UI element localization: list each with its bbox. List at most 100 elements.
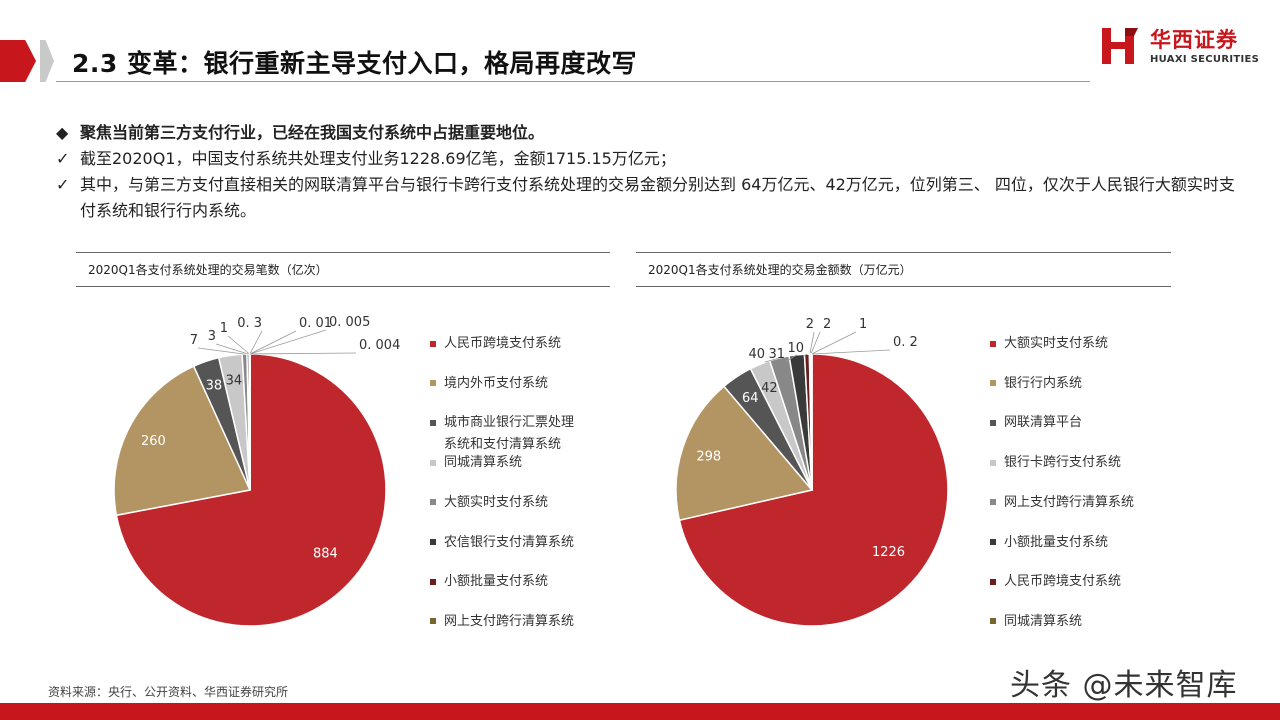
data-label: 34 — [226, 374, 243, 389]
bullet-text: 截至2020Q1，中国支付系统共处理支付业务1228.69亿笔，金额1715.1… — [80, 149, 676, 168]
chart-title-right: 2020Q1各支付系统处理的交易金额数（万亿元） — [648, 263, 912, 277]
legend-swatch — [430, 618, 436, 625]
leader-line — [249, 330, 263, 355]
legend-item: 境内外币支付系统 — [430, 373, 548, 395]
data-label: 42 — [761, 381, 778, 396]
legend-label: 同城清算系统 — [444, 455, 523, 471]
diamond-bullet-icon: ◆ — [56, 123, 69, 142]
data-label: 0. 01 — [299, 316, 332, 331]
legend-swatch — [990, 539, 996, 545]
legend-label: 银行行内系统 — [1004, 375, 1083, 391]
bullet-text: 聚焦当前第三方支付行业，已经在我国支付系统中占据重要地位。 — [80, 123, 545, 142]
legend-swatch — [990, 419, 996, 426]
legend-item: 城市商业银行汇票处理 系统和支付清算系统 — [430, 412, 574, 456]
legend-label: 农信银行支付清算系统 — [444, 534, 575, 550]
legend-item: 同城清算系统 — [430, 452, 522, 474]
legend-item: 网联清算平台 — [990, 412, 1082, 434]
legend-item: 人民币跨境支付系统 — [990, 571, 1121, 593]
chart-rule-bottom-right — [636, 286, 1171, 287]
checkmark-icon: ✓ — [56, 175, 70, 194]
data-label: 64 — [742, 391, 759, 406]
legend-right: 大额实时支付系统 银行行内系统 网联清算平台 银行卡跨行支付系统 网上支付跨行清算系统小… — [990, 333, 1170, 633]
legend-swatch — [990, 499, 996, 506]
data-label: 2 — [806, 317, 814, 332]
leader-line — [197, 347, 245, 355]
leader-line — [215, 343, 249, 355]
legend-item: 同城清算系统 — [990, 611, 1082, 633]
legend-label: 小额批量支付系统 — [444, 574, 549, 590]
legend-swatch — [430, 419, 436, 426]
bullet-text: 其中，与第三方支付直接相关的网联清算平台与银行卡跨行支付系统处理的交易金额分别达… — [80, 175, 1235, 220]
legend-swatch — [430, 340, 436, 347]
leader-line — [249, 352, 357, 355]
source-note: 资料来源：央行、公开资料、华西证券研究所 — [48, 685, 289, 699]
legend-swatch — [430, 499, 436, 506]
legend-label: 人民币跨境支付系统 — [1004, 574, 1122, 590]
legend-item: 大额实时支付系统 — [990, 333, 1108, 355]
title-accent-red — [0, 40, 36, 82]
brand-logo: 华西证券 HUAXI SECURITIES — [1100, 22, 1260, 72]
data-label: 0. 3 — [237, 316, 262, 331]
pie-slice — [113, 365, 252, 517]
legend-swatch — [990, 578, 996, 585]
data-label: 7 — [190, 333, 198, 348]
footer-bar — [0, 703, 1280, 720]
chart-rule-top-right — [636, 252, 1171, 253]
data-label: 0. 2 — [893, 335, 918, 350]
bullet-list: ◆ 聚焦当前第三方支付行业，已经在我国支付系统中占据重要地位。 ✓ 截至2020… — [56, 120, 1236, 224]
title-bar: 2.3 变革：银行重新主导支付入口，格局再度改写 — [0, 40, 1090, 82]
data-label: 31 — [768, 347, 785, 362]
chart-rule-top-left — [76, 252, 610, 253]
data-label: 38 — [206, 378, 223, 393]
legend-label-line2: 系统和支付清算系统 — [444, 437, 562, 453]
leader-line — [809, 331, 815, 355]
chart-rule-bottom-left — [76, 286, 610, 287]
leader-line — [784, 354, 797, 363]
leader-line — [811, 349, 891, 355]
data-label: 3 — [208, 329, 216, 344]
legend-label: 境内外币支付系统 — [444, 375, 549, 391]
legend-item: 小额批量支付系统 — [430, 571, 548, 593]
pie-slice — [678, 353, 949, 627]
logo-text-en: HUAXI SECURITIES — [1150, 54, 1260, 65]
data-label: 298 — [696, 450, 721, 465]
legend-item: 人民币跨境支付系统 — [430, 333, 561, 355]
leader-line — [249, 330, 297, 355]
legend-left: 人民币跨境支付系统 境内外币支付系统城市商业银行汇票处理 系统和支付清算系统 同城清算… — [430, 333, 610, 633]
data-label: 1 — [859, 317, 867, 332]
logo-text-cn: 华西证券 — [1150, 28, 1238, 52]
legend-label: 人民币跨境支付系统 — [444, 336, 562, 351]
legend-item: 小额批量支付系统 — [990, 532, 1108, 554]
title-divider — [56, 81, 1090, 82]
legend-label: 大额实时支付系统 — [1004, 336, 1109, 351]
legend-swatch — [990, 459, 996, 466]
data-label: 260 — [141, 434, 166, 449]
leader-line — [227, 335, 250, 355]
data-label: 0. 004 — [359, 338, 400, 353]
leader-line — [803, 353, 808, 357]
data-label: 1 — [220, 321, 228, 336]
data-label: 0. 005 — [329, 315, 370, 330]
legend-label: 大额实时支付系统 — [444, 494, 549, 510]
data-label: 1226 — [872, 545, 905, 560]
data-label: 2 — [823, 317, 831, 332]
leader-line — [249, 329, 327, 355]
pie-slice — [675, 385, 814, 522]
title-accent-grey — [40, 40, 54, 82]
legend-item: 银行行内系统 — [990, 373, 1082, 395]
legend-swatch — [430, 459, 436, 466]
legend-label: 小额批量支付系统 — [1004, 534, 1109, 550]
bullet-item: ✓ 其中，与第三方支付直接相关的网联清算平台与银行卡跨行支付系统处理的交易金额分… — [56, 172, 1236, 224]
legend-label: 银行卡跨行支付系统 — [1004, 455, 1122, 471]
leader-line — [764, 357, 780, 363]
legend-item: 农信银行支付清算系统 — [430, 532, 574, 554]
bullet-item: ✓ 截至2020Q1，中国支付系统共处理支付业务1228.69亿笔，金额1715… — [56, 146, 1236, 172]
legend-swatch — [430, 578, 436, 585]
legend-swatch — [990, 618, 996, 625]
legend-label: 同城清算系统 — [1004, 613, 1083, 629]
watermark: 头条 @未来智库 — [1010, 668, 1238, 703]
legend-swatch — [990, 340, 996, 347]
legend-label: 网上支付跨行清算系统 — [444, 613, 575, 629]
legend-item: 网上支付跨行清算系统 — [430, 611, 574, 633]
